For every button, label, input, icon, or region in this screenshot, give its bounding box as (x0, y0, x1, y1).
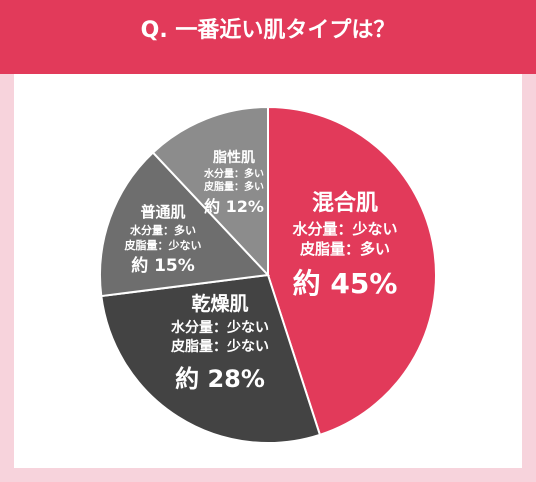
pie-slice-3 (98, 151, 271, 298)
question-banner: Q. 一番近い肌タイプは？ (0, 0, 536, 74)
pie-slice-2 (100, 273, 322, 445)
slice-name-label: 混合肌 (312, 190, 378, 216)
slice-moisture-label: 水分量：多い (203, 167, 264, 180)
slice-value-label: 約 12% (204, 197, 264, 216)
slice-sebum-label: 皮脂量：少ない (124, 238, 202, 252)
slice-sebum-label: 皮脂量：少ない (170, 338, 269, 355)
slice-moisture-label: 水分量：少ない (292, 220, 397, 238)
slice-value-label: 約 45% (293, 267, 398, 300)
slice-name-label: 乾燥肌 (191, 292, 248, 315)
slice-moisture-label: 水分量：多い (130, 223, 196, 237)
pie-slice-4 (151, 105, 269, 278)
slice-name-label: 普通肌 (140, 203, 185, 221)
slice-value-label: 約 15% (131, 255, 195, 276)
slice-value-label: 約 28% (175, 365, 265, 393)
slice-sebum-label: 皮脂量：多い (300, 240, 390, 258)
slice-name-label: 脂性肌 (212, 149, 255, 166)
slice-moisture-label: 水分量：少ない (171, 319, 269, 336)
slice-sebum-label: 皮脂量：多い (203, 180, 264, 193)
pie-slice-1 (267, 105, 437, 437)
question-title: Q. 一番近い肌タイプは？ (140, 18, 396, 43)
